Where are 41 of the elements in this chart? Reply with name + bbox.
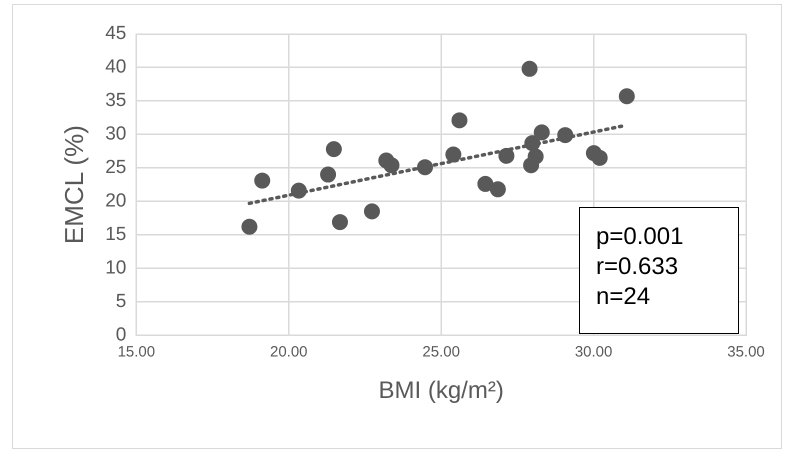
point [477,176,494,192]
point [592,150,608,166]
point [326,141,342,158]
y-tick-label: 20 [105,190,126,212]
point [417,159,434,176]
x-tick-label: 15.00 [118,343,156,360]
y-tick-label: 35 [105,90,126,112]
point [528,148,544,164]
point [254,172,270,189]
y-tick-label: 0 [116,324,126,346]
point [241,218,258,235]
x-tick-label: 25.00 [422,343,460,360]
y-tick-label: 15 [105,224,126,246]
y-tick-label: 40 [105,56,126,78]
x-tick-label: 20.00 [270,343,308,360]
y-tick-label: 25 [105,157,126,178]
point [364,203,380,220]
point [534,124,550,140]
point [320,166,336,183]
point [445,146,462,162]
y-tick-label: 5 [116,290,126,312]
point [490,181,506,198]
point [383,157,400,174]
annotation: r=0.633 [596,252,680,282]
y-tick-label: 45 [105,23,126,44]
point [290,182,307,199]
point [332,214,348,230]
point [498,148,514,164]
x-axis-title: BMI (kg/m²) [378,377,504,404]
point [618,88,635,104]
point [524,135,540,152]
x-tick-label: 35.00 [727,343,765,360]
point [522,60,538,77]
annotation: n=24 [596,282,652,312]
y-tick-label: 10 [105,258,126,278]
annotation: p=0.001 [596,222,684,252]
y-tick-label: 30 [105,124,126,145]
point [451,112,468,128]
x-tick-label: 30.00 [574,343,612,360]
point [557,127,574,144]
y-axis-title: EMCL (%) [58,125,89,244]
